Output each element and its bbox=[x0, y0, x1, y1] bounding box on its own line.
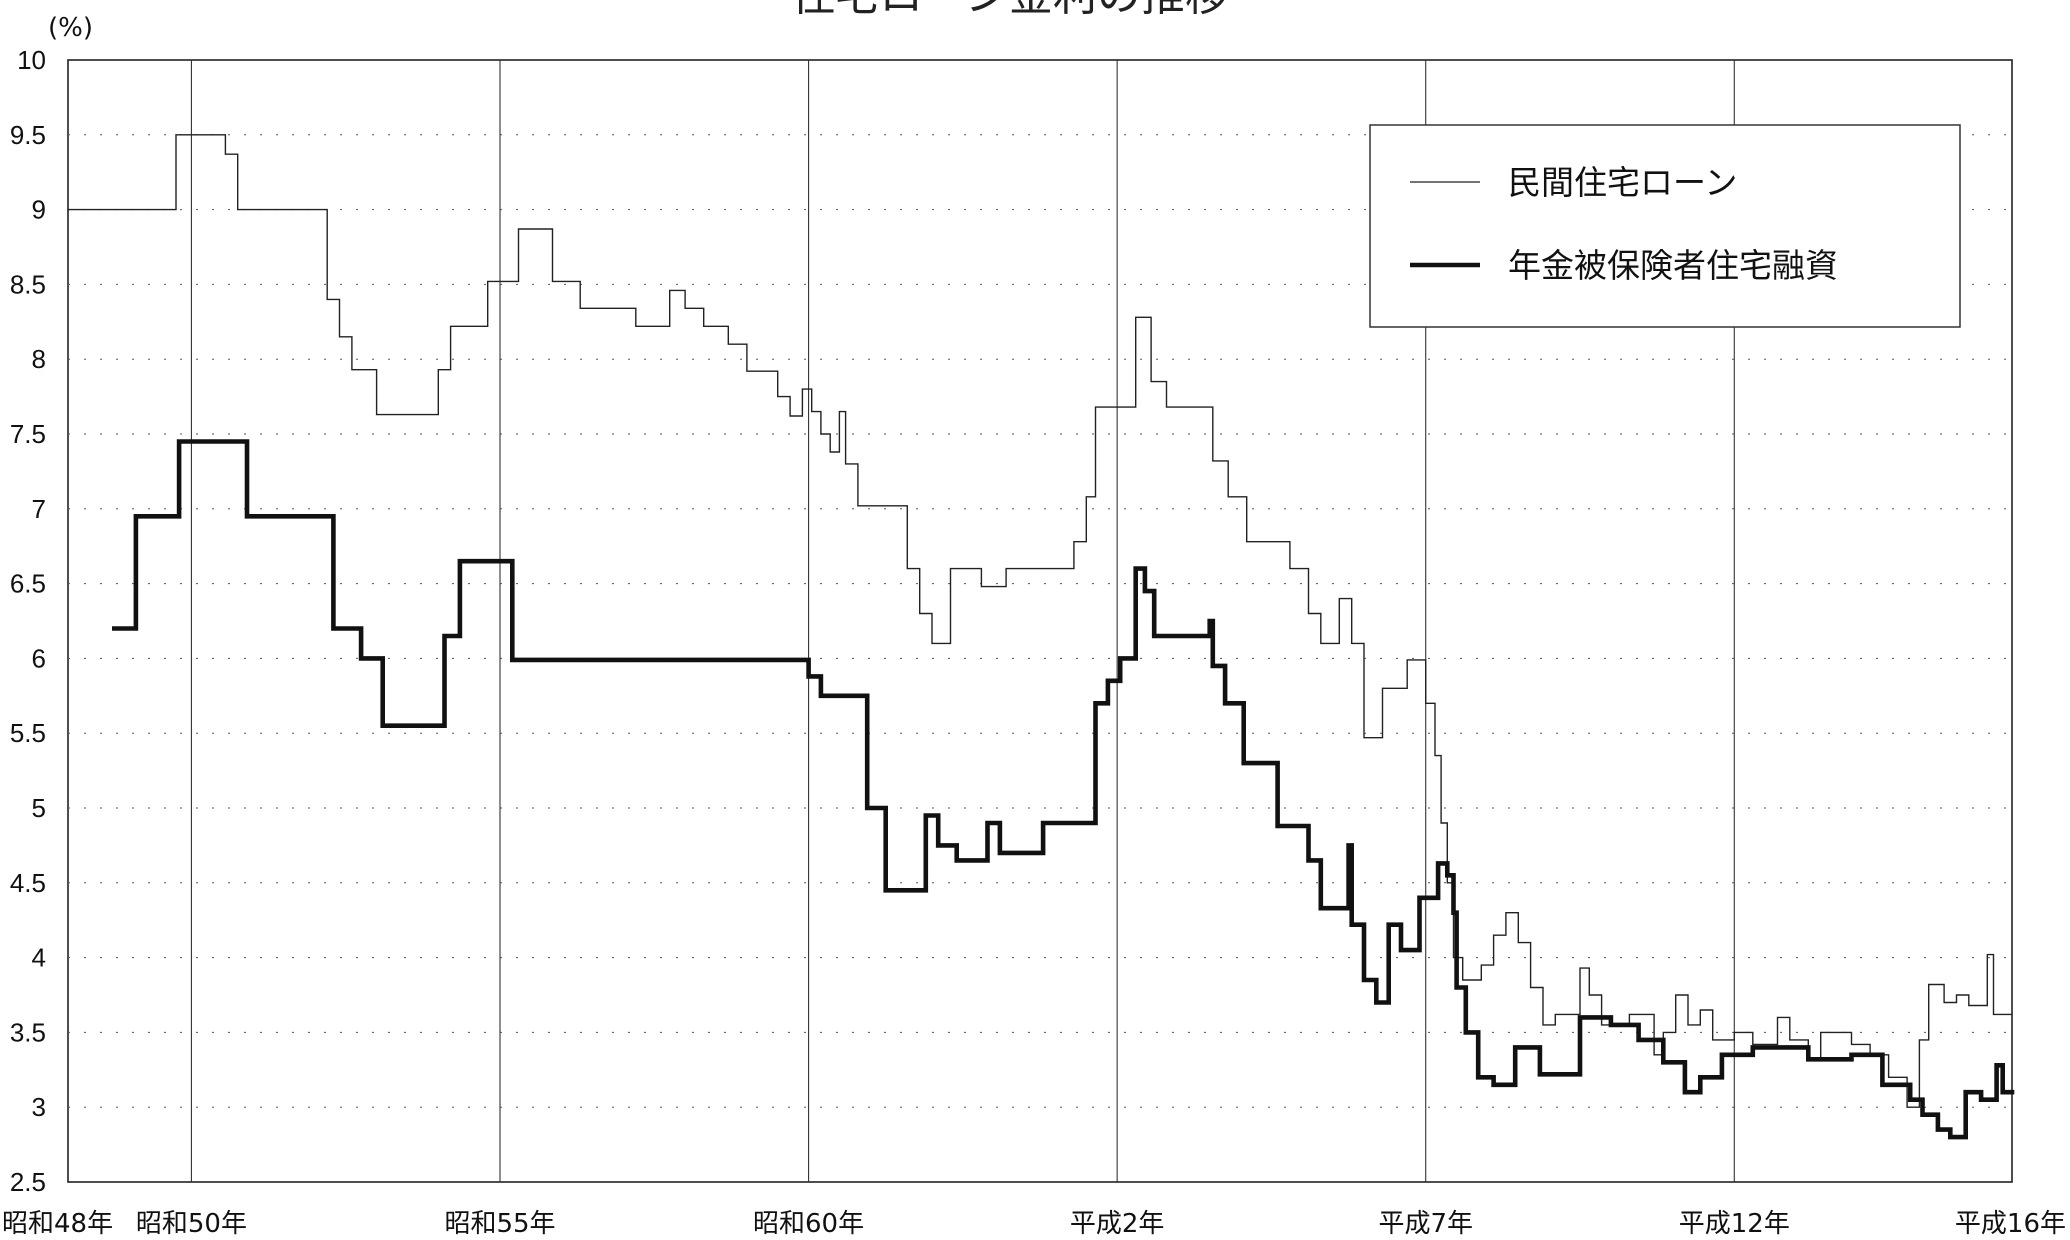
x-tick-label: 平成12年 bbox=[1679, 1209, 1790, 1239]
y-tick-label: 9 bbox=[32, 195, 46, 225]
legend-box bbox=[1369, 124, 1961, 328]
chart-title: 住宅ローン金利の推移 bbox=[791, 0, 1229, 21]
x-tick-label: 平成2年 bbox=[1070, 1209, 1165, 1239]
y-tick-label: 9.5 bbox=[10, 120, 46, 150]
y-tick-label: 6.5 bbox=[10, 569, 46, 599]
x-tick-label: 昭和48年 bbox=[2, 1209, 113, 1239]
y-tick-label: 5 bbox=[32, 793, 46, 823]
y-tick-label: 10 bbox=[17, 45, 46, 75]
y-tick-label: 5.5 bbox=[10, 718, 46, 748]
series-layer bbox=[67, 134, 2015, 1140]
y-tick-label: 2.5 bbox=[10, 1167, 46, 1197]
series-line-pension-loan bbox=[112, 439, 2015, 1140]
plot-frame bbox=[67, 59, 2013, 1183]
y-tick-label: 4 bbox=[32, 943, 46, 973]
legend-label-pension-loan: 年金被保険者住宅融資 bbox=[1508, 246, 1838, 285]
y-tick-label: 7.5 bbox=[10, 419, 46, 449]
y-tick-label: 4.5 bbox=[10, 868, 46, 898]
y-tick-label: 7 bbox=[32, 494, 46, 524]
y-tick-label: 8.5 bbox=[10, 269, 46, 299]
legend-label-private-loan: 民間住宅ローン bbox=[1508, 163, 1737, 202]
y-tick-label: 8 bbox=[32, 344, 46, 374]
y-axis-unit-label: (%) bbox=[48, 13, 93, 43]
legend: 民間住宅ローン 年金被保険者住宅融資 bbox=[1369, 124, 1961, 328]
x-tick-label: 昭和55年 bbox=[444, 1209, 555, 1239]
y-tick-label: 3 bbox=[32, 1092, 46, 1122]
x-tick-label: 平成16年 bbox=[1955, 1209, 2066, 1239]
x-tick-label: 平成7年 bbox=[1378, 1209, 1473, 1239]
x-tick-label: 昭和60年 bbox=[753, 1209, 864, 1239]
y-tick-label: 3.5 bbox=[10, 1017, 46, 1047]
series-line-private-loan bbox=[67, 134, 2013, 1108]
y-tick-label: 6 bbox=[32, 643, 46, 673]
x-tick-label: 昭和50年 bbox=[136, 1209, 247, 1239]
